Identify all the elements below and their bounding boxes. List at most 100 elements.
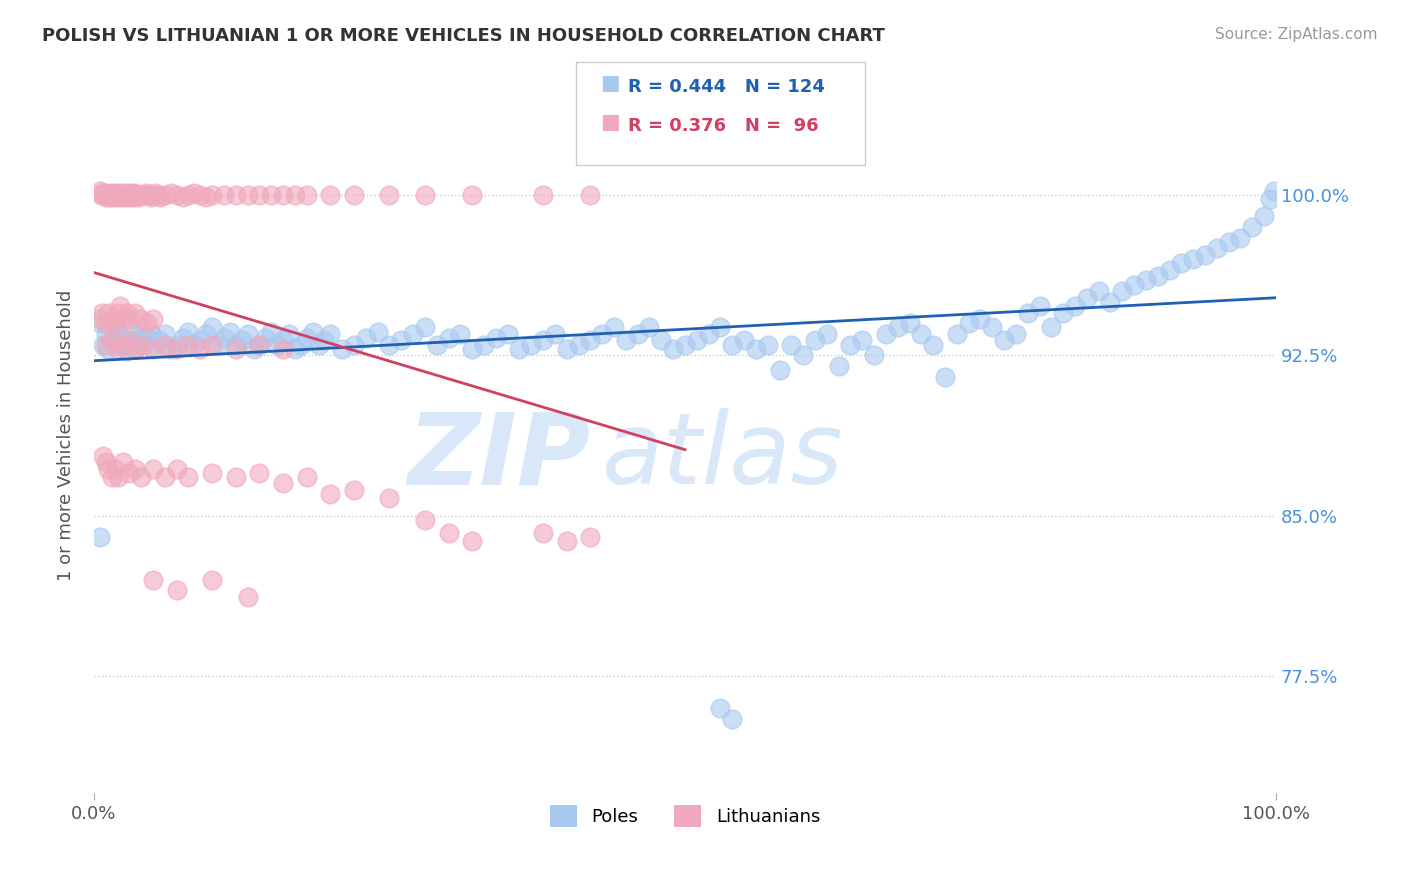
Point xyxy=(195,190,218,204)
Point xyxy=(218,325,240,339)
Point xyxy=(957,316,980,330)
Point xyxy=(118,312,141,326)
Point xyxy=(485,331,508,345)
Point xyxy=(121,326,143,341)
Point xyxy=(875,326,897,341)
Point xyxy=(108,188,131,202)
Point xyxy=(260,325,283,339)
Point xyxy=(183,186,205,200)
Point xyxy=(201,573,224,587)
Point xyxy=(531,525,554,540)
Point xyxy=(1064,299,1087,313)
Point xyxy=(100,333,122,347)
Point xyxy=(132,188,155,202)
Point xyxy=(1146,269,1168,284)
Point xyxy=(295,188,318,202)
Point xyxy=(827,359,849,373)
Point xyxy=(98,188,121,202)
Point xyxy=(266,337,288,351)
Point xyxy=(697,326,720,341)
Point xyxy=(112,190,135,204)
Point xyxy=(107,188,129,202)
Point xyxy=(115,188,138,202)
Point xyxy=(129,470,152,484)
Point xyxy=(94,337,117,351)
Point xyxy=(290,337,312,351)
Point xyxy=(172,331,194,345)
Point xyxy=(579,188,602,202)
Point xyxy=(627,326,650,341)
Point xyxy=(142,188,165,202)
Point xyxy=(461,534,484,549)
Point xyxy=(508,342,530,356)
Point xyxy=(472,337,495,351)
Point xyxy=(124,342,146,356)
Text: R = 0.376   N =  96: R = 0.376 N = 96 xyxy=(628,117,820,135)
Point xyxy=(461,342,484,356)
Point xyxy=(201,337,224,351)
Point xyxy=(969,312,991,326)
Point xyxy=(111,188,134,202)
Point xyxy=(354,331,377,345)
Point xyxy=(780,337,803,351)
Point xyxy=(319,326,342,341)
Point xyxy=(124,186,146,200)
Point xyxy=(249,337,271,351)
Point xyxy=(301,325,323,339)
Point xyxy=(142,461,165,475)
Point xyxy=(207,337,229,351)
Point xyxy=(94,326,117,341)
Point xyxy=(166,461,188,475)
Point xyxy=(93,449,115,463)
Point xyxy=(117,190,139,204)
Point xyxy=(343,188,366,202)
Point xyxy=(662,342,685,356)
Point xyxy=(1258,192,1281,206)
Point xyxy=(308,337,330,351)
Point xyxy=(236,188,259,202)
Point xyxy=(1076,291,1098,305)
Point xyxy=(1218,235,1240,249)
Point xyxy=(1005,326,1028,341)
Point xyxy=(125,188,148,202)
Point xyxy=(159,342,181,356)
Point xyxy=(188,188,211,202)
Point xyxy=(142,573,165,587)
Point xyxy=(993,333,1015,347)
Point xyxy=(93,337,115,351)
Point xyxy=(135,186,157,200)
Point xyxy=(108,337,131,351)
Point xyxy=(271,342,294,356)
Point xyxy=(449,326,471,341)
Point xyxy=(104,320,127,334)
Point xyxy=(139,326,162,341)
Point xyxy=(94,316,117,330)
Point xyxy=(118,333,141,347)
Point xyxy=(177,325,200,339)
Point xyxy=(614,333,637,347)
Point xyxy=(591,326,613,341)
Legend: Poles, Lithuanians: Poles, Lithuanians xyxy=(543,798,827,834)
Point xyxy=(129,312,152,326)
Point xyxy=(278,326,301,341)
Point xyxy=(104,316,127,330)
Point xyxy=(768,363,790,377)
Point xyxy=(886,320,908,334)
Point xyxy=(1040,320,1063,334)
Point xyxy=(146,188,169,202)
Text: Source: ZipAtlas.com: Source: ZipAtlas.com xyxy=(1215,27,1378,42)
Point xyxy=(413,188,436,202)
Point xyxy=(101,188,124,202)
Point xyxy=(90,188,112,202)
Point xyxy=(922,337,945,351)
Point xyxy=(114,188,136,202)
Point xyxy=(314,333,336,347)
Point xyxy=(142,337,165,351)
Point xyxy=(128,188,150,202)
Point xyxy=(136,188,159,202)
Point xyxy=(284,188,307,202)
Point xyxy=(136,316,159,330)
Point xyxy=(107,342,129,356)
Point xyxy=(686,333,709,347)
Point xyxy=(567,337,589,351)
